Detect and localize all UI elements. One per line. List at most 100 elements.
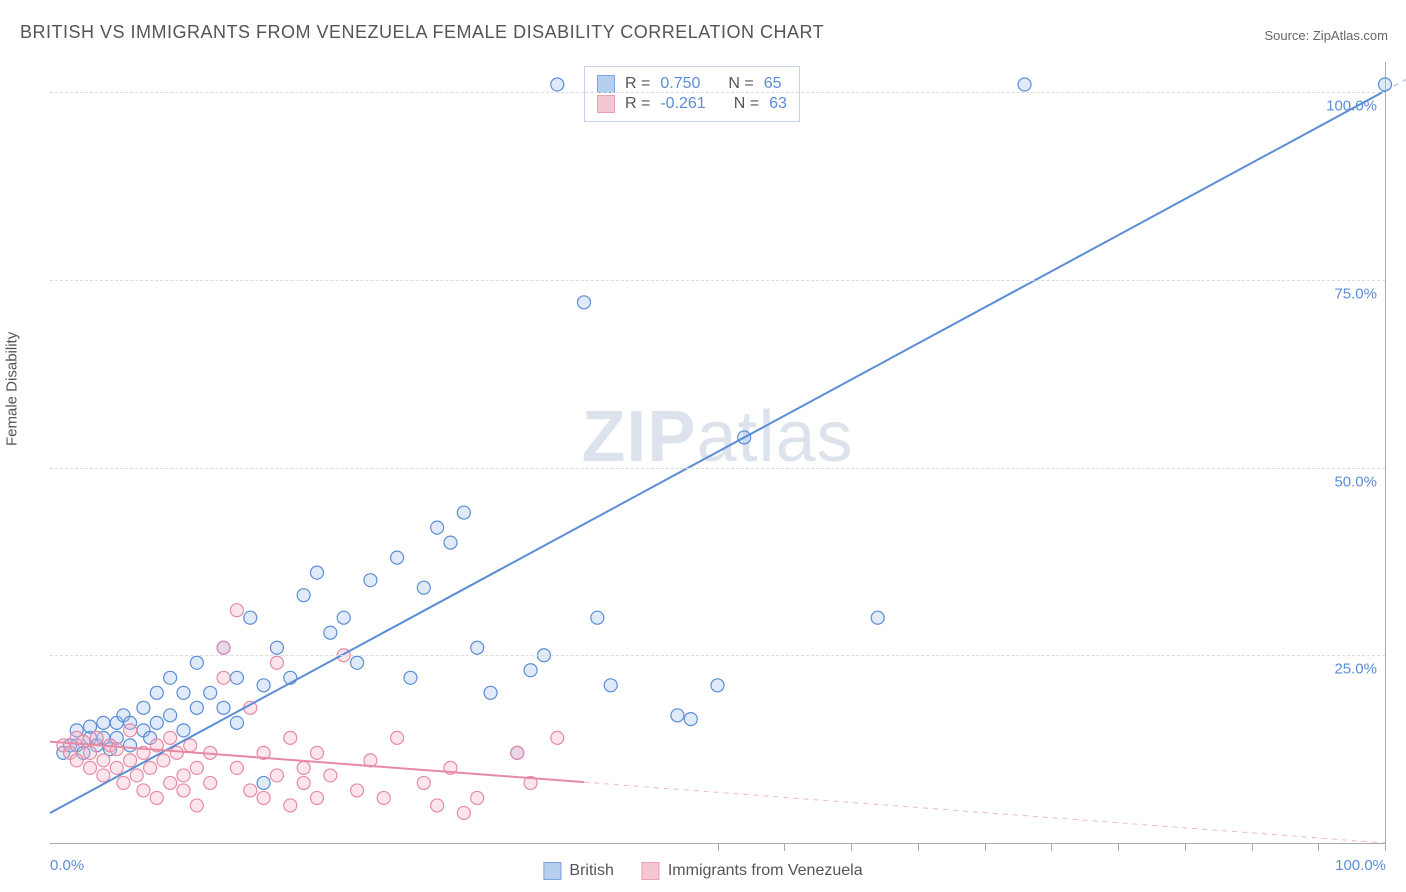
x-tick-mark [851,843,852,851]
x-tick-mark [1051,843,1052,851]
plot-area: ZIPatlas R =0.750N =65R =-0.261N =63 25.… [50,62,1386,844]
data-point [511,746,524,759]
legend-label: British [569,862,613,880]
x-tick-mark [985,843,986,851]
y-tick-label: 75.0% [1334,285,1377,302]
data-point [284,799,297,812]
data-point [110,761,123,774]
data-point [177,724,190,737]
data-point [170,746,183,759]
data-point [551,731,564,744]
x-tick-mark [718,843,719,851]
data-point [684,713,697,726]
source-link[interactable]: ZipAtlas.com [1313,28,1388,43]
data-point [97,716,110,729]
data-point [164,709,177,722]
data-point [84,746,97,759]
data-point [1379,78,1392,91]
bottom-legend: British Immigrants from Venezuela [543,862,862,880]
x-tick-mark [918,843,919,851]
source-label: Source: [1264,28,1312,43]
y-axis-label: Female Disability [4,332,21,446]
data-point [337,611,350,624]
chart-svg [50,62,1385,843]
data-point [257,776,270,789]
stat-r-label: R = [625,75,650,93]
data-point [70,754,83,767]
data-point [551,78,564,91]
data-point [230,761,243,774]
legend-label: Immigrants from Venezuela [668,862,863,880]
data-point [97,769,110,782]
data-point [164,776,177,789]
data-point [150,686,163,699]
stat-n-label: N = [734,95,759,113]
data-point [711,679,724,692]
legend-swatch [543,862,561,880]
legend-swatch [597,95,615,113]
x-tick-mark [1318,843,1319,851]
data-point [97,754,110,767]
data-point [230,604,243,617]
x-tick-100: 100.0% [1335,857,1386,874]
data-point [137,701,150,714]
x-tick-0: 0.0% [50,857,84,874]
data-point [604,679,617,692]
data-point [177,784,190,797]
data-point [351,784,364,797]
data-point [417,581,430,594]
data-point [1018,78,1031,91]
stat-r-value: 0.750 [660,75,700,93]
legend-swatch [597,75,615,93]
data-point [297,589,310,602]
x-tick-mark [784,843,785,851]
legend-item: Immigrants from Venezuela [642,862,863,880]
data-point [190,656,203,669]
data-point [364,574,377,587]
data-point [391,551,404,564]
data-point [144,761,157,774]
data-point [117,776,130,789]
data-point [471,791,484,804]
data-point [431,799,444,812]
legend-item: British [543,862,613,880]
gridline-h [50,280,1385,281]
regression-line-extrapolated [584,782,1385,843]
data-point [230,716,243,729]
data-point [190,799,203,812]
data-point [671,709,684,722]
data-point [84,761,97,774]
data-point [177,686,190,699]
regression-line [50,91,1385,813]
data-point [270,656,283,669]
data-point [297,776,310,789]
data-point [137,784,150,797]
data-point [204,686,217,699]
data-point [311,566,324,579]
stat-r-label: R = [625,95,650,113]
data-point [257,679,270,692]
data-point [217,671,230,684]
data-point [444,536,457,549]
stats-legend: R =0.750N =65R =-0.261N =63 [584,66,800,122]
data-point [431,521,444,534]
data-point [190,761,203,774]
data-point [190,701,203,714]
data-point [157,754,170,767]
x-tick-mark [1185,843,1186,851]
data-point [524,664,537,677]
data-point [110,743,123,756]
x-tick-mark [1118,843,1119,851]
data-point [244,611,257,624]
data-point [284,731,297,744]
data-point [124,739,137,752]
stats-legend-row: R =0.750N =65 [597,75,787,93]
data-point [297,761,310,774]
x-tick-mark [1252,843,1253,851]
data-point [184,739,197,752]
y-tick-label: 25.0% [1334,661,1377,678]
gridline-h [50,92,1385,93]
data-point [484,686,497,699]
data-point [217,641,230,654]
data-point [130,769,143,782]
